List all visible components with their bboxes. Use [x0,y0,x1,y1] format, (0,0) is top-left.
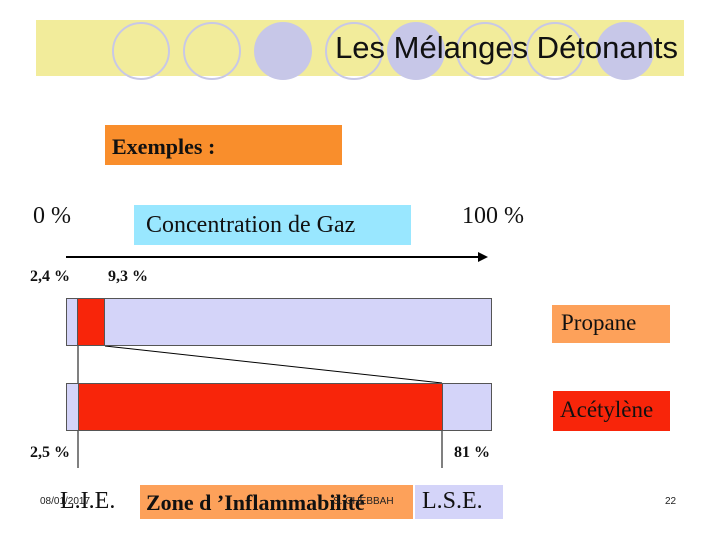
footer-date: 08/01/2017 [40,496,91,507]
concentration-axis-line [66,256,480,258]
arrow-right-icon [478,252,488,262]
examples-label-box [105,125,342,165]
propane-lie-label: 2,4 % [30,268,70,285]
lse-legend: L.S.E. [422,488,483,514]
slide-title: Les Mélanges Détonants [335,30,678,65]
examples-label: Exemples : [112,134,216,159]
lie-legend: L.I.E. [60,488,116,514]
circle-outline-decor [456,22,514,80]
acetylene-label-box [553,391,670,431]
lie-legend-box [53,485,135,519]
zone-legend-box [140,485,413,519]
circle-filled-decor [387,22,445,80]
circle-outline-decor [183,22,241,80]
propane-label-box [552,305,670,343]
axis-label-box [134,205,411,245]
lse-legend-box [415,485,503,519]
footer-author: S. CHEBBAH [333,496,394,507]
propane-flammable-zone [77,298,105,346]
circle-filled-decor [254,22,312,80]
acetylene-lie-label: 2,5 % [30,444,70,461]
propane-label: Propane [561,310,637,335]
zone-legend: Zone d ’Inflammabilité [146,490,365,515]
scale-start-label: 0 % [33,203,71,229]
acetylene-label: Acétylène [560,397,654,422]
propane-lse-label: 9,3 % [108,268,148,285]
circle-outline-decor [325,22,383,80]
propane-bar [66,298,492,346]
acetylene-flammable-zone [78,383,443,431]
scale-end-label: 100 % [462,203,524,229]
circle-outline-decor [526,22,584,80]
axis-label: Concentration de Gaz [146,212,356,238]
page-number: 22 [665,496,677,507]
circle-filled-decor [596,22,654,80]
lse-connector-line [104,345,443,384]
acetylene-lse-label: 81 % [454,444,490,461]
circle-outline-decor [112,22,170,80]
